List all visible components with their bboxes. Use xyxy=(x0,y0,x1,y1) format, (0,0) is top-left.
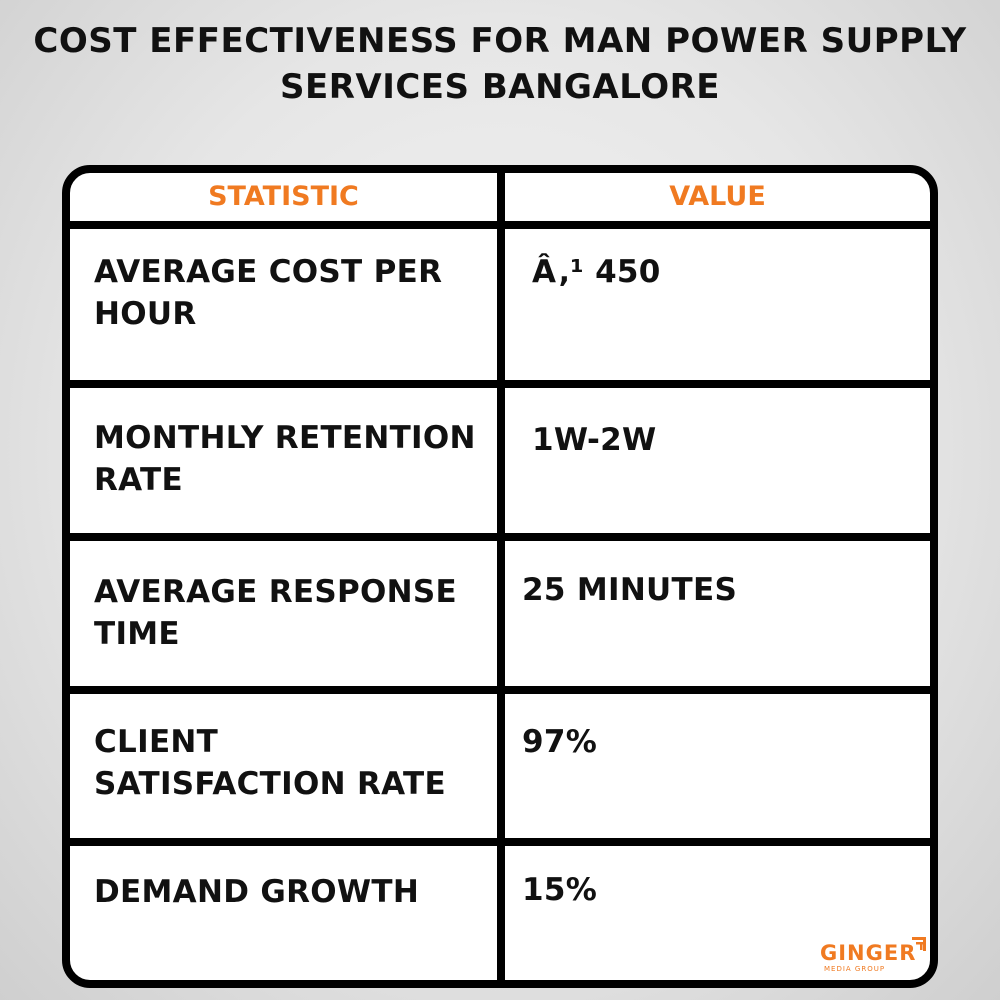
row-4-statistic-line-2: SATISFACTION RATE xyxy=(94,766,446,802)
row-4-statistic: CLIENT SATISFACTION RATE xyxy=(94,721,446,805)
logo-tagline: MEDIA GROUP xyxy=(824,965,886,973)
row-3-statistic-line-2: TIME xyxy=(94,616,180,652)
row-5-statistic: DEMAND GROWTH xyxy=(94,874,420,910)
row-divider xyxy=(70,838,930,846)
ginger-logo: GINGER MEDIA GROUP xyxy=(820,937,930,980)
row-2-statistic: MONTHLY RETENTION RATE xyxy=(94,417,476,501)
row-3-value: 25 MINUTES xyxy=(522,572,738,608)
row-1-statistic-line-2: HOUR xyxy=(94,296,197,332)
row-3-statistic: AVERAGE RESPONSE TIME xyxy=(94,571,457,655)
header-value: VALUE xyxy=(669,181,766,212)
row-2-statistic-line-2: RATE xyxy=(94,462,183,498)
logo-name: GINGER xyxy=(820,941,917,965)
title-line-2: SERVICES BANGALORE xyxy=(279,67,721,107)
row-1-statistic-line-1: AVERAGE COST PER xyxy=(94,254,443,290)
statistics-table: STATISTIC VALUE AVERAGE COST PER HOUR Â‚… xyxy=(62,165,938,988)
row-2-value: 1W-2W xyxy=(532,422,657,458)
row-1-statistic: AVERAGE COST PER HOUR xyxy=(94,251,442,335)
logo-mark-icon xyxy=(912,937,926,951)
row-2-statistic-line-1: MONTHLY RETENTION xyxy=(94,420,476,456)
row-1-value: Â‚¹ 450 xyxy=(532,254,661,290)
row-4-value: 97% xyxy=(522,724,598,760)
header-statistic: STATISTIC xyxy=(208,181,359,212)
row-divider xyxy=(70,380,930,388)
row-divider xyxy=(70,686,930,694)
row-divider xyxy=(70,221,930,229)
column-divider xyxy=(497,173,505,980)
page-title: COST EFFECTIVENESS FOR MAN POWER SUPPLY … xyxy=(0,18,1000,110)
row-4-statistic-line-1: CLIENT xyxy=(94,724,219,760)
row-5-value: 15% xyxy=(522,872,598,908)
row-divider xyxy=(70,533,930,541)
title-line-1: COST EFFECTIVENESS FOR MAN POWER SUPPLY xyxy=(33,21,967,61)
row-3-statistic-line-1: AVERAGE RESPONSE xyxy=(94,574,458,610)
